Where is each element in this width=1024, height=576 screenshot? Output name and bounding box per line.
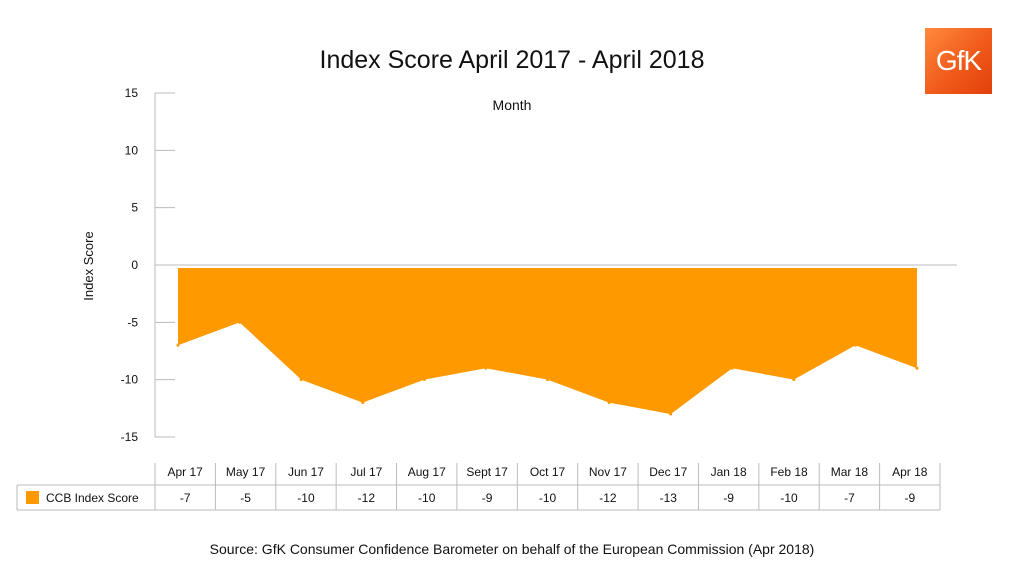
data-label: -7 (180, 491, 191, 505)
x-tick-label: Jun 17 (288, 465, 324, 479)
data-point (422, 378, 426, 382)
data-point (669, 412, 673, 416)
data-point (176, 343, 180, 347)
data-label: -9 (482, 491, 493, 505)
data-point (299, 378, 303, 382)
area-layer (176, 268, 919, 416)
legend-swatch (26, 491, 39, 504)
y-tick-label: -5 (127, 315, 138, 329)
legend-label: CCB Index Score (46, 491, 139, 505)
data-label: -10 (297, 491, 315, 505)
y-tick-label: 0 (131, 258, 138, 272)
x-tick-label: Oct 17 (530, 465, 566, 479)
data-label: -9 (904, 491, 915, 505)
data-label: -12 (358, 491, 376, 505)
data-point (607, 401, 611, 405)
chart-title: Index Score April 2017 - April 2018 (319, 46, 705, 74)
series-area-ccb-index-score (178, 268, 917, 415)
x-axis-label: Month (493, 97, 532, 113)
data-point (792, 378, 796, 382)
x-tick-label: Mar 18 (831, 465, 869, 479)
y-axis-label: Index Score (81, 231, 96, 300)
x-tick-label: Nov 17 (589, 465, 627, 479)
data-label: -9 (723, 491, 734, 505)
data-point (238, 320, 242, 324)
x-tick-label: Feb 18 (770, 465, 808, 479)
data-table: Apr 17 -7 May 17 -5 Jun 17 -10 Jul 17 -12 Aug 17… (16, 463, 941, 511)
data-label: -10 (780, 491, 798, 505)
data-point (853, 343, 857, 347)
data-label: -10 (418, 491, 436, 505)
data-point (484, 366, 488, 370)
y-tick-label: -10 (121, 373, 139, 387)
x-tick-label: May 17 (226, 465, 266, 479)
y-tick-label: 15 (125, 86, 139, 100)
y-tick-label: -15 (121, 430, 139, 444)
data-label: -5 (240, 491, 251, 505)
x-tick-label: Jul 17 (350, 465, 382, 479)
x-tick-label: Aug 17 (408, 465, 446, 479)
data-label: -7 (844, 491, 855, 505)
data-label: -10 (539, 491, 557, 505)
source-note: Source: GfK Consumer Confidence Baromete… (209, 541, 815, 557)
data-point (915, 366, 919, 370)
data-point (546, 378, 549, 382)
data-label: -13 (660, 491, 678, 505)
x-tick-label: Dec 17 (649, 465, 687, 479)
x-tick-label: Jan 18 (711, 465, 747, 479)
x-tick-label: Apr 18 (892, 465, 928, 479)
y-tick-label: 5 (131, 201, 138, 215)
gfk-logo: GfK (925, 28, 992, 94)
data-point (730, 366, 734, 370)
y-tick-label: 10 (125, 143, 139, 157)
data-label: -12 (599, 491, 617, 505)
x-tick-label: Apr 17 (168, 465, 204, 479)
x-tick-label: Sept 17 (466, 465, 508, 479)
data-point (361, 401, 365, 405)
